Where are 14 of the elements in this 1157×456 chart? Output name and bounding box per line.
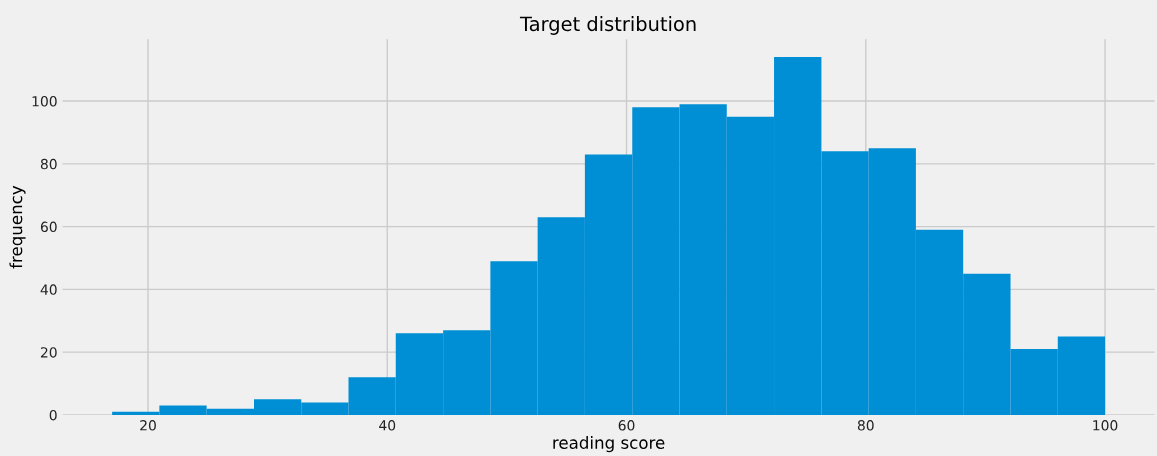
x-tick-label: 60 — [618, 420, 635, 431]
y-tick-label: 0 — [49, 409, 57, 421]
y-axis-title: frequency — [9, 185, 26, 269]
y-tick-label: 20 — [40, 347, 57, 358]
y-tick-label: 100 — [32, 96, 57, 107]
x-axis-title: reading score — [553, 436, 665, 453]
y-tick-label: 40 — [40, 284, 57, 295]
x-tick-label: 20 — [140, 420, 156, 431]
x-tick-label: 40 — [379, 420, 396, 431]
x-tick-label: 80 — [857, 420, 874, 431]
y-tick-label: 80 — [40, 158, 57, 170]
x-tick-label: 100 — [1093, 420, 1118, 431]
y-tick-label: 60 — [40, 221, 57, 233]
chart-title: Target distribution — [519, 16, 696, 35]
